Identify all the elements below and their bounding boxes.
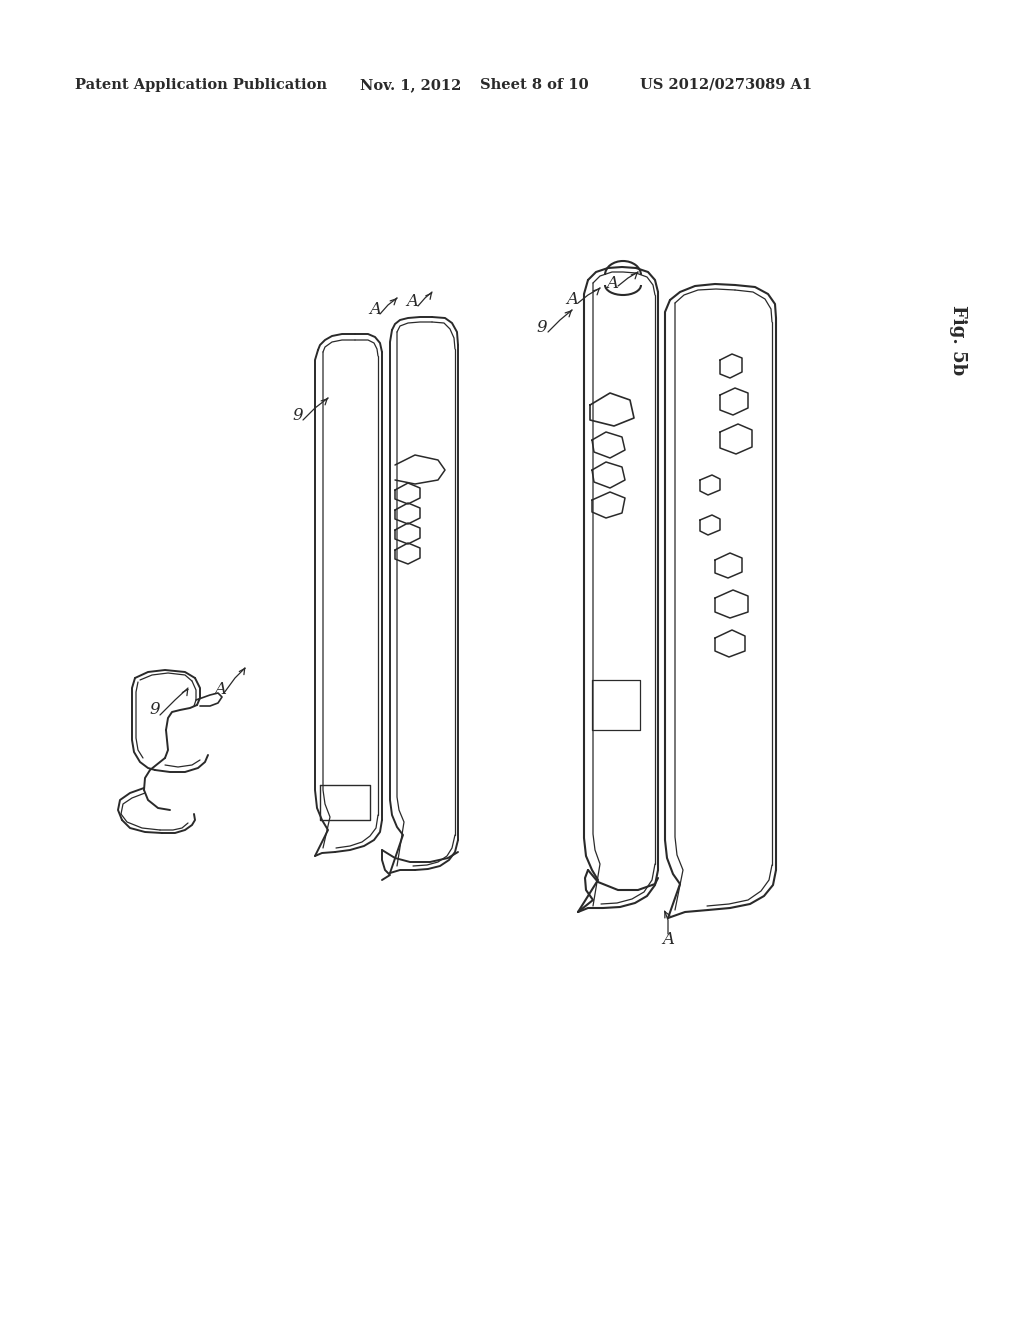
Text: Patent Application Publication: Patent Application Publication — [75, 78, 327, 92]
Text: Sheet 8 of 10: Sheet 8 of 10 — [480, 78, 589, 92]
Text: 9: 9 — [537, 319, 547, 337]
Text: Nov. 1, 2012: Nov. 1, 2012 — [360, 78, 462, 92]
Text: A: A — [369, 301, 381, 318]
Text: A: A — [566, 292, 578, 309]
Text: 9: 9 — [293, 407, 303, 424]
Text: Fig. 5b: Fig. 5b — [949, 305, 967, 375]
Text: A: A — [662, 932, 674, 949]
Text: 9: 9 — [150, 701, 161, 718]
Text: A: A — [406, 293, 418, 310]
Text: A: A — [214, 681, 226, 698]
Text: A: A — [606, 275, 618, 292]
Text: US 2012/0273089 A1: US 2012/0273089 A1 — [640, 78, 812, 92]
